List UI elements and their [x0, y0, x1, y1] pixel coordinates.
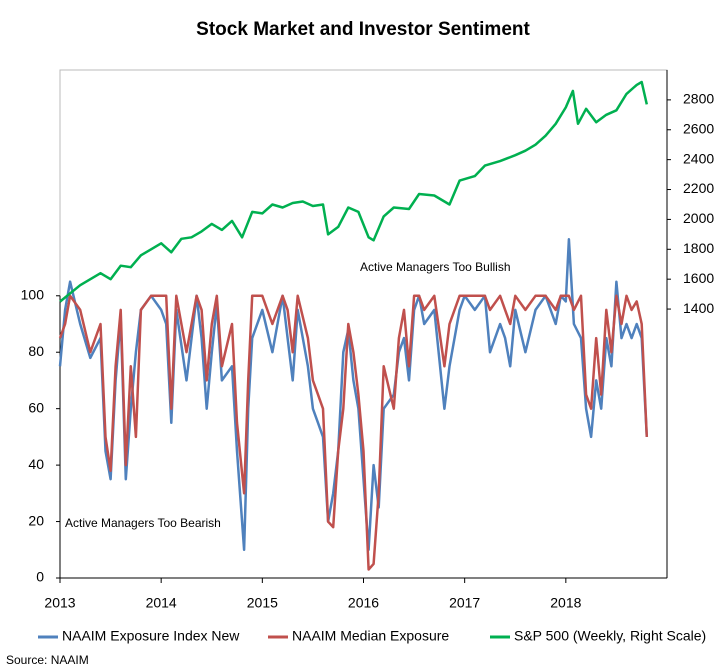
- y2-tick-label: 2600: [683, 120, 714, 136]
- y-tick-label: 40: [28, 456, 44, 472]
- y2-tick-label: 1800: [683, 240, 714, 256]
- annotation: Active Managers Too Bearish: [65, 516, 221, 530]
- y2-tick-label: 2000: [683, 210, 714, 226]
- y2-tick-label: 2400: [683, 150, 714, 166]
- x-tick-label: 2015: [247, 595, 278, 611]
- y-tick-label: 80: [28, 343, 44, 359]
- annotation: Active Managers Too Bullish: [360, 260, 511, 274]
- chart-title: Stock Market and Investor Sentiment: [196, 19, 530, 40]
- x-tick-label: 2013: [44, 595, 75, 611]
- plot-frame: [59, 69, 668, 579]
- series-line: [58, 238, 649, 552]
- legend-label: S&P 500 (Weekly, Right Scale): [514, 628, 706, 644]
- source: Source: NAAIM: [6, 653, 89, 667]
- series-line: [59, 80, 649, 303]
- legend: NAAIM Exposure Index New NAAIM Median Exp…: [38, 628, 706, 644]
- y2-tick-label: 1600: [683, 270, 714, 286]
- x-tick-label: 2018: [550, 595, 581, 611]
- series-line: [58, 294, 649, 571]
- x-tick-label: 2016: [348, 595, 379, 611]
- y-tick-label: 0: [36, 569, 44, 585]
- y2-tick-label: 1400: [683, 300, 714, 316]
- legend-label: NAAIM Exposure Index New: [62, 628, 240, 644]
- y-tick-label: 20: [28, 512, 44, 528]
- x-tick-label: 2017: [449, 595, 480, 611]
- x-tick-label: 2014: [146, 595, 177, 611]
- y-tick-label: 100: [21, 286, 45, 302]
- legend-label: NAAIM Median Exposure: [292, 628, 449, 644]
- y2-tick-label: 2800: [683, 91, 714, 107]
- y2-tick-label: 2200: [683, 180, 714, 196]
- y-tick-label: 60: [28, 399, 44, 415]
